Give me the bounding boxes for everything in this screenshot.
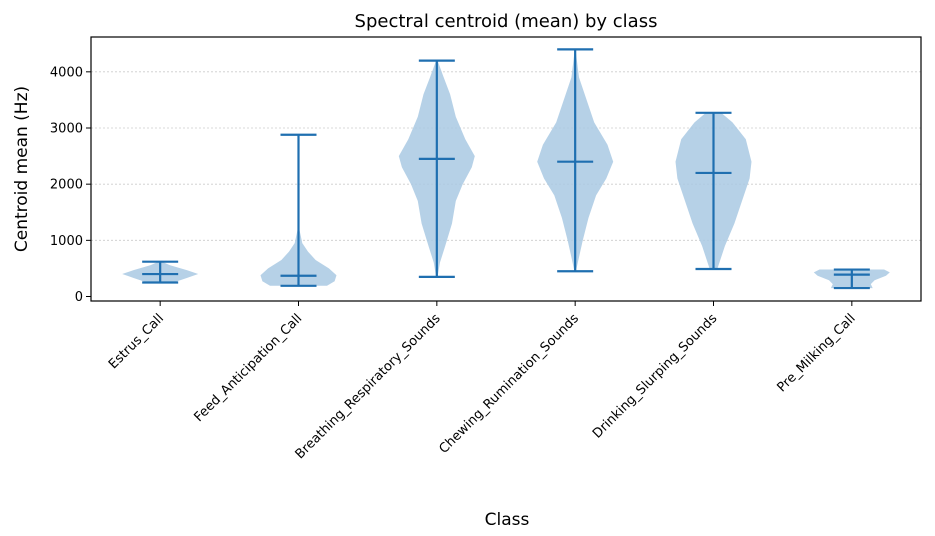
x-tick-label: Feed_Anticipation_Call	[191, 311, 305, 425]
y-tick-label: 3000	[50, 121, 83, 136]
y-tick-label: 1000	[50, 234, 83, 249]
x-tick-label: Drinking_Slurping_Sounds	[590, 311, 721, 442]
x-tick-label: Pre_Milking_Call	[775, 311, 859, 395]
violins	[122, 48, 890, 290]
x-axis: Estrus_Call Feed_Anticipation_CallBreathi…	[106, 301, 859, 462]
x-tick-label: Chewing_Rumination_Sounds	[436, 311, 582, 457]
x-tick-label: Estrus_Call	[106, 311, 167, 372]
x-tick-label: Breathing_Respiratory_Sounds	[293, 311, 444, 462]
y-tick-label: 2000	[50, 178, 83, 193]
gridlines	[91, 71, 921, 241]
x-axis-label: Class	[485, 510, 530, 530]
y-tick-label: 4000	[50, 65, 83, 80]
y-axis: 0 1000 2000 3000 4000	[50, 65, 91, 305]
plot-frame	[90, 36, 922, 302]
chart-title: Spectral centroid (mean) by class	[355, 11, 658, 32]
y-tick-label: 0	[75, 290, 83, 305]
y-axis-label: Centroid mean (Hz)	[12, 86, 32, 252]
